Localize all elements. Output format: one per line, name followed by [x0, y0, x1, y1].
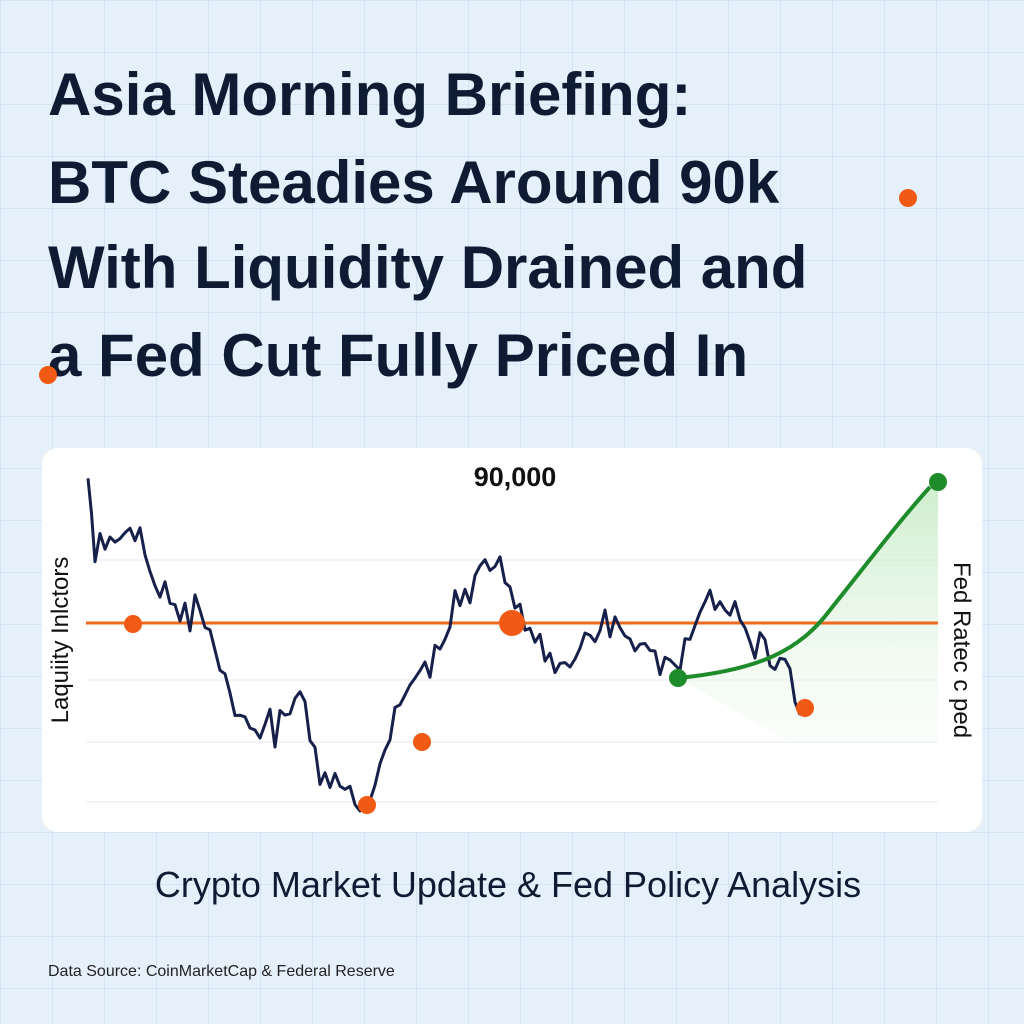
level-label: 90,000 — [474, 462, 557, 492]
left-axis-label: Laquiity Inlctors — [47, 557, 74, 724]
accent-dot — [899, 189, 917, 207]
highlight-dots — [124, 610, 814, 814]
headline-line: BTC Steadies Around 90k — [48, 149, 780, 216]
headline-line: Asia Morning Briefing: — [48, 61, 691, 128]
green-area — [678, 482, 938, 742]
headline-line: With Liquidity Drained and — [48, 234, 807, 301]
curve-end — [929, 473, 947, 491]
curve-start — [669, 669, 687, 687]
headline: Asia Morning Briefing: BTC Steadies Arou… — [48, 61, 807, 389]
accent-dot — [39, 366, 57, 384]
headline-line: a Fed Cut Fully Priced In — [48, 322, 748, 389]
right-axis-label: Fed Ratec c ped — [948, 562, 975, 738]
fed-curve — [677, 485, 932, 680]
caption: Crypto Market Update & Fed Policy Analys… — [155, 864, 861, 905]
price-line — [86, 478, 802, 813]
source: Data Source: CoinMarketCap & Federal Res… — [48, 963, 395, 980]
